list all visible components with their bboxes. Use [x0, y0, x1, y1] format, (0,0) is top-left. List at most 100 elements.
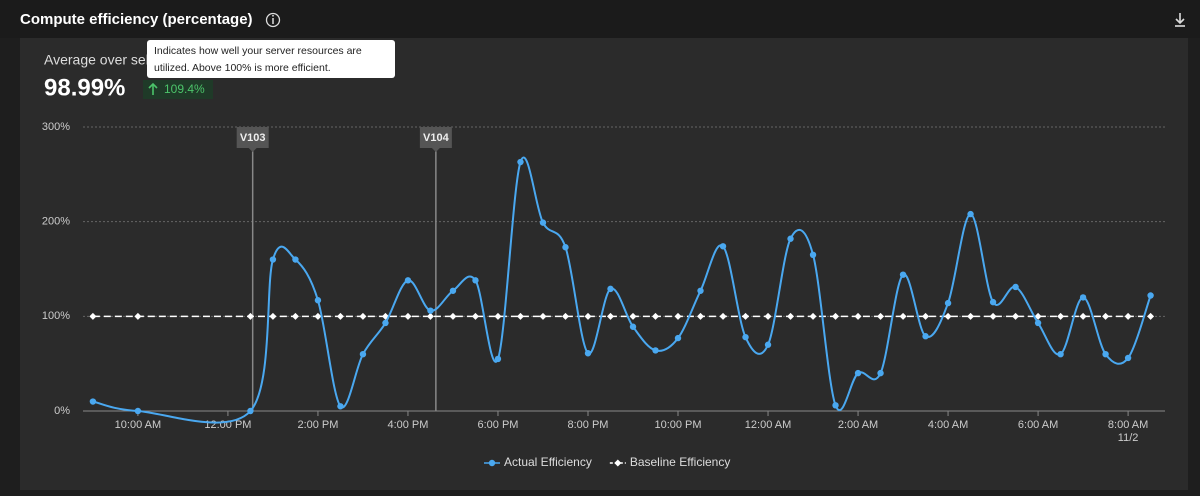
- point: [832, 402, 839, 409]
- point: [314, 297, 322, 304]
- point: [584, 350, 592, 357]
- point: [1147, 292, 1154, 299]
- point: [1147, 312, 1155, 320]
- point: [629, 312, 637, 320]
- point: [427, 307, 434, 314]
- point: [539, 312, 547, 320]
- point: [899, 312, 907, 320]
- point: [809, 312, 817, 320]
- version-label-box: [419, 127, 452, 148]
- header-bar: [0, 0, 1200, 38]
- series: [89, 156, 1154, 424]
- info-icon[interactable]: [265, 12, 281, 28]
- x-tick-label: 2:00 AM: [838, 419, 878, 431]
- point: [292, 256, 299, 263]
- version-label-box: [236, 127, 269, 148]
- legend-item[interactable]: Actual Efficiency: [484, 455, 592, 469]
- point: [629, 323, 637, 330]
- point: [382, 319, 389, 327]
- legend-item[interactable]: Baseline Efficiency: [609, 455, 731, 469]
- legend-label: Actual Efficiency: [504, 455, 592, 469]
- point: [944, 299, 952, 307]
- tooltip: [147, 40, 395, 78]
- point: [494, 312, 502, 320]
- legend-label: Baseline Efficiency: [630, 455, 731, 469]
- point: [809, 251, 817, 258]
- point: [1057, 351, 1064, 358]
- tooltip-line: utilized. Above 100% is more efficient.: [154, 62, 331, 74]
- point: [652, 312, 660, 320]
- point: [922, 333, 929, 340]
- point: [134, 407, 142, 415]
- point: [787, 235, 794, 242]
- point: [404, 312, 412, 320]
- x-tick-label: 12:00 PM: [204, 419, 251, 431]
- point: [719, 312, 727, 320]
- point: [539, 219, 547, 226]
- point: [606, 312, 614, 320]
- point: [899, 271, 907, 278]
- point: [517, 158, 524, 166]
- point: [291, 312, 299, 320]
- point: [269, 256, 277, 263]
- point: [471, 312, 479, 320]
- point: [764, 312, 772, 320]
- point: [854, 369, 862, 377]
- point: [832, 312, 840, 320]
- point: [449, 312, 457, 320]
- x-tick-label: 6:00 PM: [477, 419, 518, 431]
- version-pointer: [431, 148, 440, 152]
- y-tick-label: 0%: [54, 405, 70, 417]
- point: [337, 403, 344, 410]
- point: [1034, 312, 1042, 320]
- x-tick-label: 8:00 PM: [568, 419, 609, 431]
- x-tick-label: 12:00 AM: [745, 419, 791, 431]
- point: [877, 312, 885, 320]
- point: [472, 277, 479, 284]
- point: [967, 210, 974, 218]
- x-tick-label: 4:00 AM: [928, 419, 968, 431]
- point: [697, 312, 705, 320]
- point: [134, 312, 142, 320]
- summary-value: 98.99%: [44, 74, 125, 101]
- y-tick-label: 300%: [42, 121, 70, 133]
- up-arrow: [148, 82, 158, 95]
- point: [742, 312, 750, 320]
- point: [561, 312, 569, 320]
- point: [1057, 312, 1065, 320]
- change-value: 109.4%: [164, 82, 205, 96]
- version-label: V104: [423, 132, 450, 144]
- point: [719, 243, 727, 250]
- point: [246, 312, 254, 320]
- point: [426, 312, 434, 320]
- x-tick-label: 2:00 PM: [297, 419, 338, 431]
- plot: 0% 100% 200% 300% 10:00 AM 12:00 PM 2:00 PM 4:0…: [42, 121, 1165, 469]
- version-pointer: [248, 148, 257, 152]
- point: [89, 398, 97, 405]
- point: [494, 355, 502, 363]
- point: [1079, 294, 1087, 301]
- point: [336, 312, 344, 320]
- point: [1102, 351, 1109, 358]
- change-badge: [143, 80, 213, 99]
- x-tick-label: 10:00 AM: [115, 419, 161, 431]
- point: [562, 244, 569, 251]
- point: [922, 312, 930, 320]
- point: [1034, 319, 1042, 327]
- point: [652, 347, 659, 354]
- download-icon[interactable]: [1175, 13, 1185, 27]
- point: [674, 334, 682, 342]
- point: [742, 333, 749, 341]
- point: [674, 312, 682, 320]
- point: [1012, 312, 1020, 320]
- point: [359, 351, 367, 358]
- point: [1124, 312, 1132, 320]
- point: [944, 312, 952, 320]
- panel: [20, 38, 1188, 490]
- tooltip-line: Indicates how well your server resources…: [154, 45, 362, 57]
- series: [89, 312, 1155, 320]
- point: [1012, 283, 1019, 291]
- x-tick-label: 10:00 PM: [654, 419, 701, 431]
- x-tick-label: 8:00 AM: [1108, 419, 1148, 431]
- point: [1102, 312, 1110, 320]
